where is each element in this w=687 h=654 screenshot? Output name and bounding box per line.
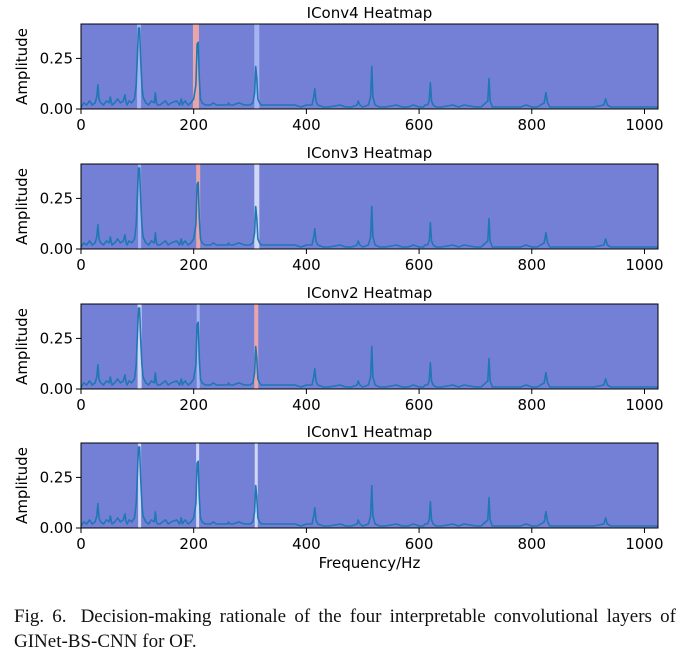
- x-tick-label: 800: [517, 116, 546, 134]
- heatmap-band-3: [254, 24, 260, 109]
- x-tick-label: 800: [517, 396, 546, 414]
- x-tick-label: 1000: [625, 535, 663, 553]
- x-tick-label: 800: [517, 256, 546, 274]
- heatmap-band-1: [137, 304, 142, 389]
- x-tick-label: 400: [292, 396, 321, 414]
- x-tick-label: 0: [76, 535, 86, 553]
- panel-title: IConv3 Heatmap: [307, 144, 433, 162]
- panel-3: IConv2 Heatmap 0.00 0.25 0 200 400 600 800 1000 A…: [13, 284, 664, 414]
- x-tick-label: 0: [76, 116, 86, 134]
- y-tick-label: 0.00: [40, 100, 73, 118]
- heatmap-background: [81, 24, 658, 109]
- x-tick-label: 800: [517, 535, 546, 553]
- x-tick-label: 400: [292, 116, 321, 134]
- panel-title: IConv4 Heatmap: [307, 4, 433, 22]
- heatmap-band-3: [254, 164, 260, 249]
- spectrum-line: [80, 27, 658, 108]
- spectrum-line: [80, 307, 658, 388]
- x-tick-label: 200: [179, 116, 208, 134]
- plot-frame: [80, 442, 659, 529]
- x-tick-label: 600: [405, 116, 434, 134]
- panel-4: IConv1 Heatmap 0.00 0.25 0 200 400 600 800 1000 A…: [13, 423, 664, 553]
- x-tick-label: 600: [405, 396, 434, 414]
- figure: IConv4 Heatmap 0.00 0.25 0 200 400 600 800 1000 A…: [13, 4, 664, 572]
- y-tick-label: 0.25: [40, 189, 73, 207]
- y-tick-label: 0.00: [40, 380, 73, 398]
- figure-caption: Fig. 6. Decision-making rationale of the …: [14, 604, 676, 654]
- heatmap-background: [81, 304, 658, 389]
- y-axis-label: Amplitude: [13, 28, 31, 105]
- y-tick-label: 0.00: [40, 519, 73, 537]
- heatmap-band-1: [137, 24, 142, 109]
- panel-1: IConv4 Heatmap 0.00 0.25 0 200 400 600 800 1000 A…: [13, 4, 664, 134]
- heatmap-background: [81, 164, 658, 249]
- heatmap-band-1: [138, 164, 142, 249]
- y-tick-label: 0.25: [40, 49, 73, 67]
- x-tick-label: 200: [179, 535, 208, 553]
- y-axis-label: Amplitude: [13, 447, 31, 524]
- y-axis-label: Amplitude: [13, 168, 31, 245]
- panel-title: IConv2 Heatmap: [307, 284, 433, 302]
- x-tick-label: 1000: [625, 396, 663, 414]
- caption-text: Decision-making rationale of the four in…: [14, 606, 676, 652]
- panel-title: IConv1 Heatmap: [307, 423, 433, 441]
- x-tick-label: 600: [405, 256, 434, 274]
- heatmap-band-2: [196, 443, 200, 528]
- x-tick-label: 600: [405, 535, 434, 553]
- x-tick-label: 0: [76, 396, 86, 414]
- x-tick-label: 400: [292, 535, 321, 553]
- x-tick-label: 200: [179, 256, 208, 274]
- heatmap-band-1: [138, 443, 142, 528]
- plot-frame: [80, 23, 659, 110]
- caption-label: Fig. 6.: [14, 606, 67, 627]
- plot-frame: [80, 303, 659, 390]
- y-tick-label: 0.25: [40, 329, 73, 347]
- x-tick-label: 0: [76, 256, 86, 274]
- heatmap-background: [81, 443, 658, 528]
- x-tick-label: 200: [179, 396, 208, 414]
- x-tick-label: 1000: [625, 116, 663, 134]
- spectrum-line: [80, 167, 658, 248]
- plot-frame: [80, 163, 659, 250]
- panel-2: IConv3 Heatmap 0.00 0.25 0 200 400 600 800 1000 A…: [13, 144, 664, 274]
- y-tick-label: 0.25: [40, 468, 73, 486]
- x-axis-label: Frequency/Hz: [319, 554, 421, 572]
- y-axis-label: Amplitude: [13, 308, 31, 385]
- x-tick-label: 400: [292, 256, 321, 274]
- spectrum-line: [80, 446, 658, 527]
- y-tick-label: 0.00: [40, 240, 73, 258]
- x-tick-label: 1000: [625, 256, 663, 274]
